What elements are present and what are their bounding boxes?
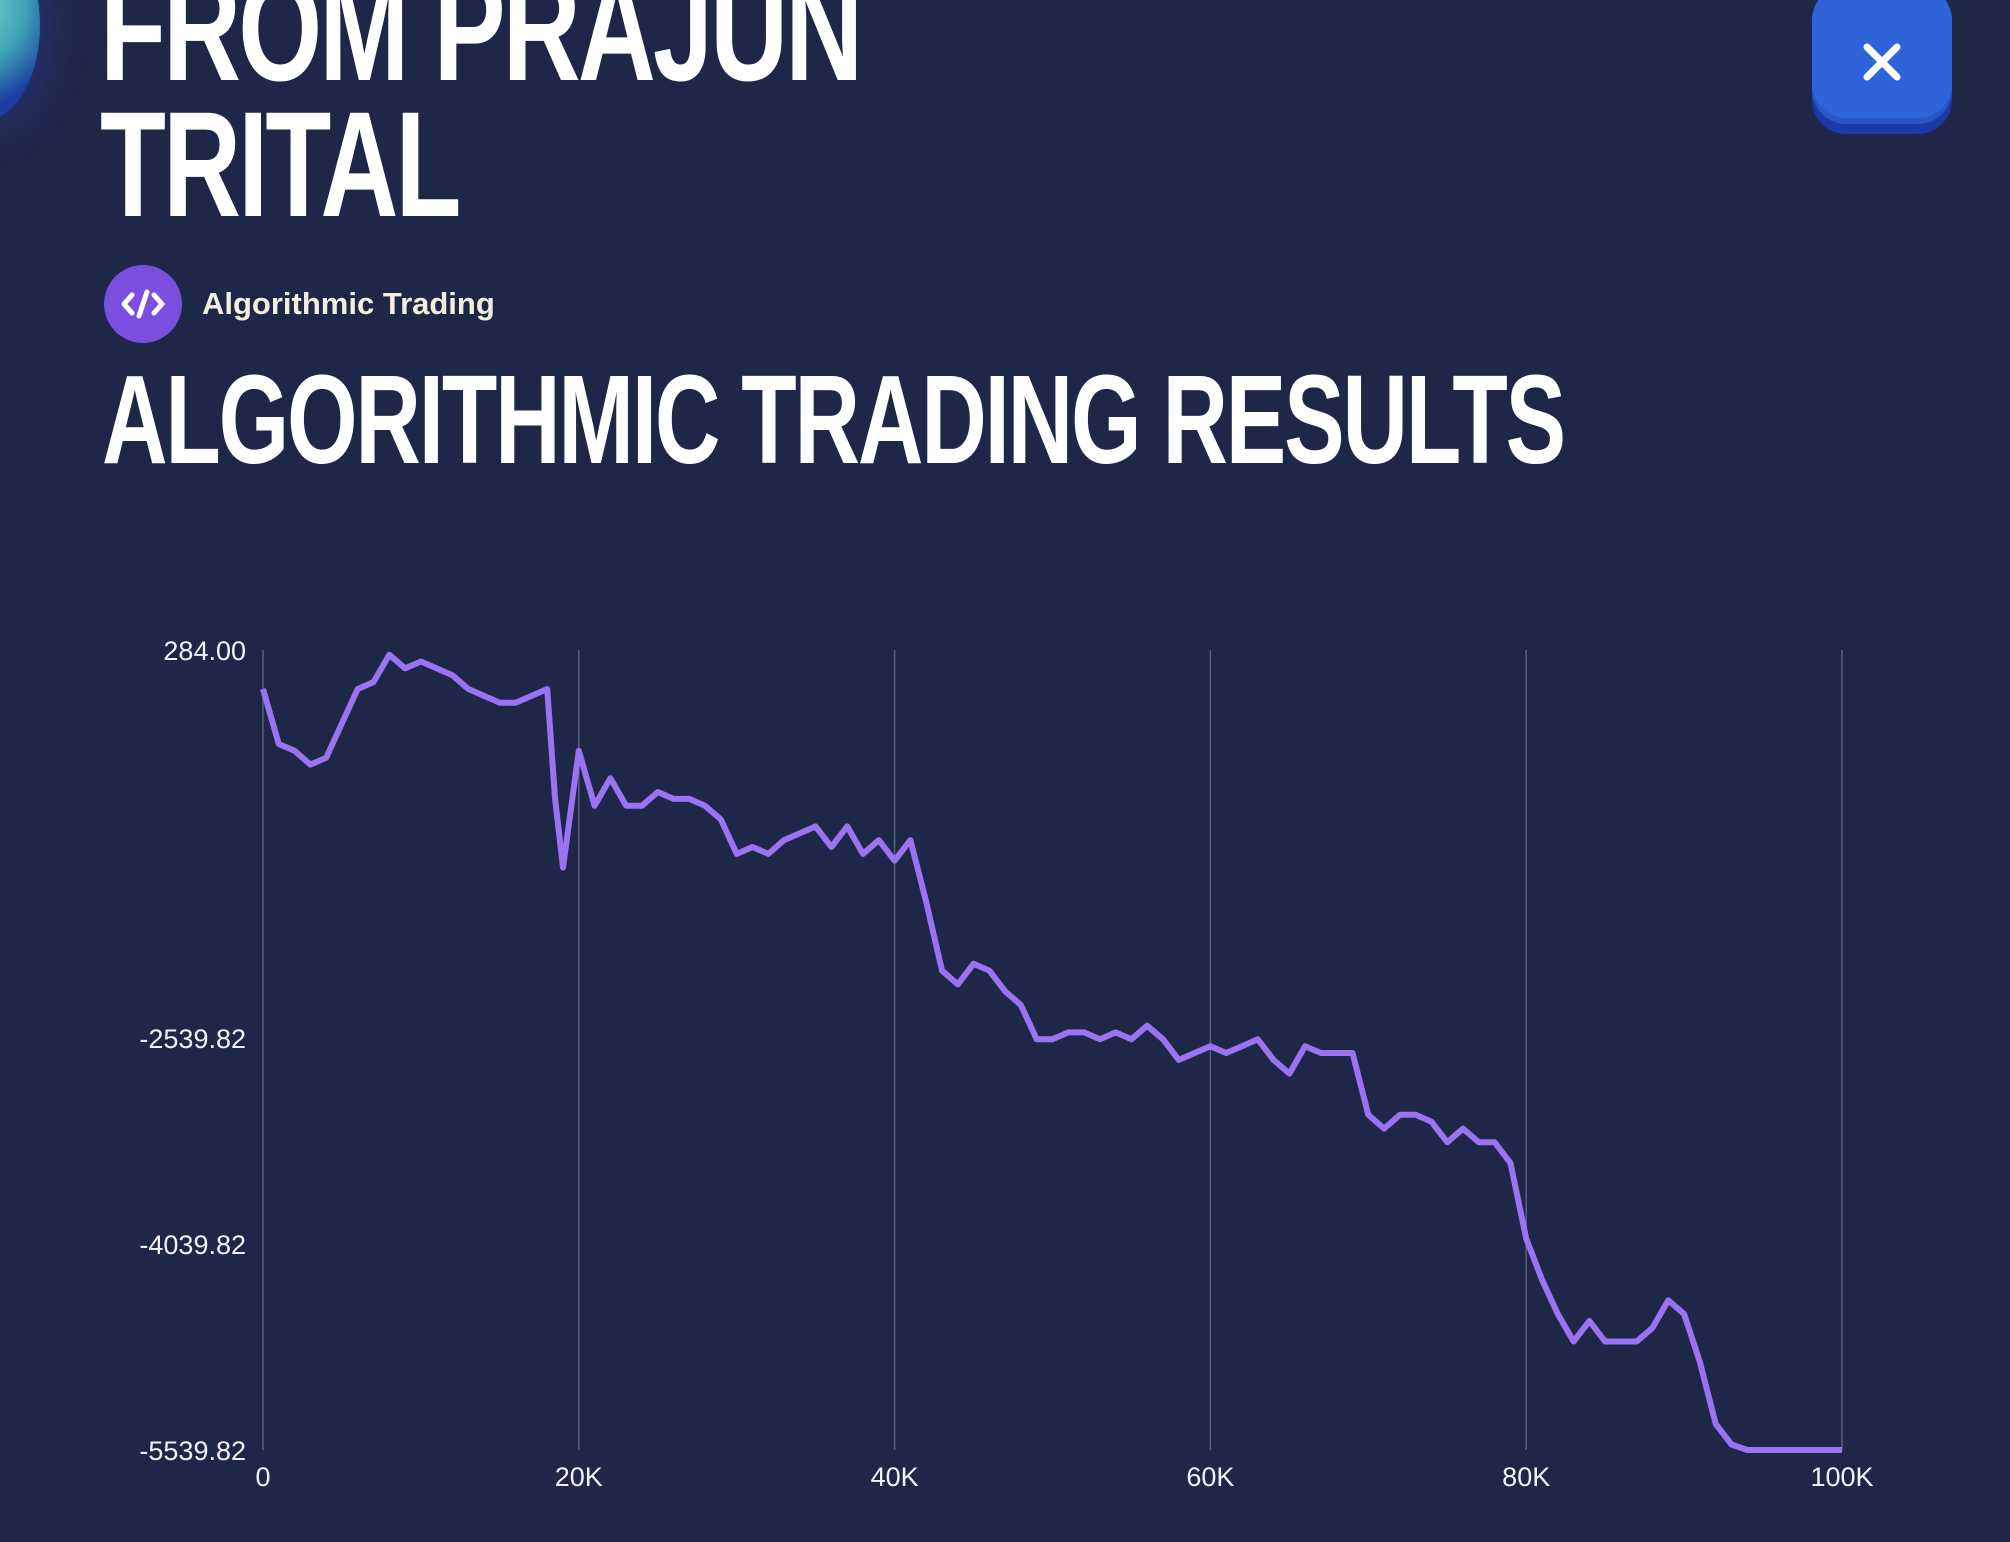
x-tick-label: 60K [1186, 1462, 1234, 1492]
code-icon [104, 265, 182, 343]
x-tick-label: 100K [1810, 1462, 1873, 1492]
x-tick-label: 80K [1502, 1462, 1550, 1492]
x-tick-label: 40K [871, 1462, 919, 1492]
x-axis-ticks: 0 20K 40K 60K 80K 100K [255, 1462, 1873, 1492]
page-title-line-2: TRITAL [100, 80, 461, 248]
page-title: FROM PRAJUN TRITAL [100, 0, 863, 248]
series-line [260, 651, 1842, 1453]
chart-grid [262, 650, 1843, 1450]
close-icon [1863, 43, 1901, 81]
close-button[interactable] [1812, 0, 1952, 124]
y-tick-label: -5539.82 [139, 1436, 246, 1466]
section-title: ALGORITHMIC TRADING RESULTS [102, 349, 1566, 490]
y-tick-label: -2539.82 [139, 1024, 246, 1054]
category-tag: Algorithmic Trading [104, 264, 495, 344]
x-tick-label: 0 [255, 1462, 270, 1492]
y-axis-ticks: 284.00 -2539.82 -4039.82 -5539.82 [139, 636, 246, 1466]
page-title-line-1: FROM PRAJUN [100, 0, 863, 112]
y-tick-label: -4039.82 [139, 1230, 246, 1260]
y-tick-label: 284.00 [163, 636, 246, 666]
category-label: Algorithmic Trading [202, 286, 495, 321]
x-tick-label: 20K [555, 1462, 603, 1492]
